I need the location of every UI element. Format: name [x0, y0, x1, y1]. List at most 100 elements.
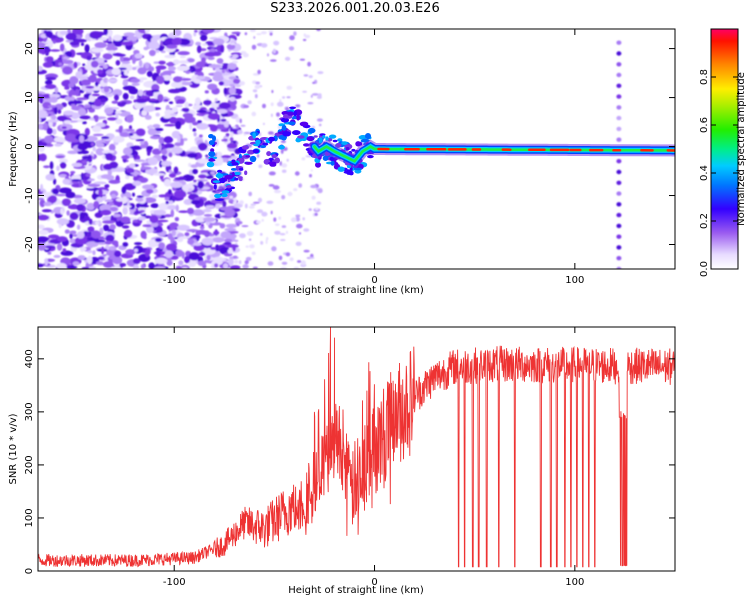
noise-blob — [293, 266, 300, 269]
noise-blob — [167, 61, 175, 67]
noise-blob — [114, 94, 119, 101]
noise-blob — [226, 142, 238, 149]
noise-blob — [302, 90, 307, 93]
noise-blob — [110, 193, 117, 199]
noise-blob — [222, 263, 229, 269]
noise-blob — [82, 247, 87, 251]
noise-blob — [192, 168, 198, 175]
noise-blob — [177, 51, 190, 56]
ridge-blob — [330, 160, 335, 166]
x-tick-label: -100 — [163, 275, 186, 286]
noise-blob — [132, 180, 142, 186]
noise-blob — [248, 191, 252, 197]
noise-blob — [308, 256, 315, 259]
noise-blob — [142, 184, 155, 190]
noise-blob — [103, 224, 110, 232]
ridge-blob — [283, 113, 289, 119]
noise-blob — [299, 58, 306, 61]
ridge-blob — [245, 155, 251, 158]
noise-blob — [227, 244, 239, 248]
ridge-blob — [315, 162, 321, 168]
noise-blob — [38, 263, 44, 268]
ridge-blob — [343, 170, 353, 174]
noise-blob — [90, 48, 104, 53]
noise-blob — [213, 230, 220, 236]
noise-blob — [279, 233, 286, 236]
noise-blob — [277, 101, 284, 107]
noise-blob — [163, 143, 175, 149]
noise-blob — [66, 265, 78, 269]
noise-blob — [122, 196, 128, 204]
noise-blob — [182, 138, 188, 141]
noise-blob — [122, 79, 128, 87]
noise-blob — [38, 103, 44, 112]
noise-blob — [302, 217, 306, 221]
noise-blob — [271, 246, 277, 252]
noise-blob — [208, 64, 222, 69]
noise-blob — [141, 95, 149, 99]
noise-blob — [195, 216, 206, 223]
noise-blob — [60, 208, 64, 215]
noise-blob — [89, 31, 103, 40]
noise-blob — [280, 140, 286, 144]
noise-blob — [188, 259, 197, 267]
noise-blob — [163, 136, 174, 144]
noise-blob — [155, 75, 165, 85]
noise-blob — [196, 179, 209, 182]
noise-blob — [150, 222, 159, 228]
noise-blob — [38, 229, 49, 236]
y-tick-label: 400 — [24, 349, 35, 368]
noise-blob — [146, 146, 154, 150]
noise-blob — [220, 45, 225, 53]
noise-blob — [171, 229, 176, 237]
noise-blob — [125, 249, 136, 256]
noise-blob — [140, 264, 145, 269]
noise-blob — [151, 194, 158, 199]
noise-blob — [312, 81, 316, 84]
ridge-blob — [217, 169, 223, 173]
noise-blob — [133, 248, 139, 253]
noise-blob — [76, 203, 85, 212]
noise-blob — [133, 101, 143, 110]
noise-blob — [210, 171, 216, 175]
noise-blob — [281, 225, 287, 228]
noise-blob — [239, 118, 242, 124]
noise-blob — [301, 157, 306, 161]
ridge-blob — [280, 117, 290, 123]
noise-blob — [46, 119, 59, 123]
noise-blob — [107, 50, 116, 55]
noise-blob — [92, 250, 96, 256]
noise-blob — [228, 86, 236, 95]
noise-blob — [169, 222, 179, 229]
noise-blob — [77, 143, 88, 151]
noise-blob — [213, 71, 223, 78]
noise-blob — [298, 183, 303, 188]
noise-blob — [73, 29, 82, 32]
noise-blob — [317, 93, 322, 98]
noise-blob — [187, 207, 194, 215]
ridge-blob — [227, 178, 231, 183]
noise-blob — [220, 118, 227, 122]
noise-blob — [154, 127, 164, 132]
noise-blob — [252, 89, 258, 93]
snr-axes: -100 0 100 0 100 200 300 400 — [24, 327, 675, 588]
noise-blob — [168, 101, 174, 104]
stripe-blob — [616, 51, 622, 56]
stripe-blob — [616, 83, 622, 89]
noise-blob — [302, 38, 307, 42]
noise-blob — [232, 60, 238, 64]
noise-blob — [112, 52, 123, 57]
noise-blob — [316, 201, 322, 205]
noise-blob — [100, 98, 107, 103]
noise-blob — [240, 51, 247, 55]
noise-blob — [209, 107, 215, 113]
noise-blob — [78, 108, 87, 117]
noise-blob — [228, 199, 234, 203]
noise-blob — [137, 177, 149, 183]
noise-blob — [181, 81, 193, 86]
noise-blob — [58, 62, 63, 66]
noise-blob — [122, 85, 136, 91]
noise-blob — [119, 55, 124, 62]
ridge-blob — [231, 171, 235, 178]
noise-blob — [38, 65, 43, 72]
